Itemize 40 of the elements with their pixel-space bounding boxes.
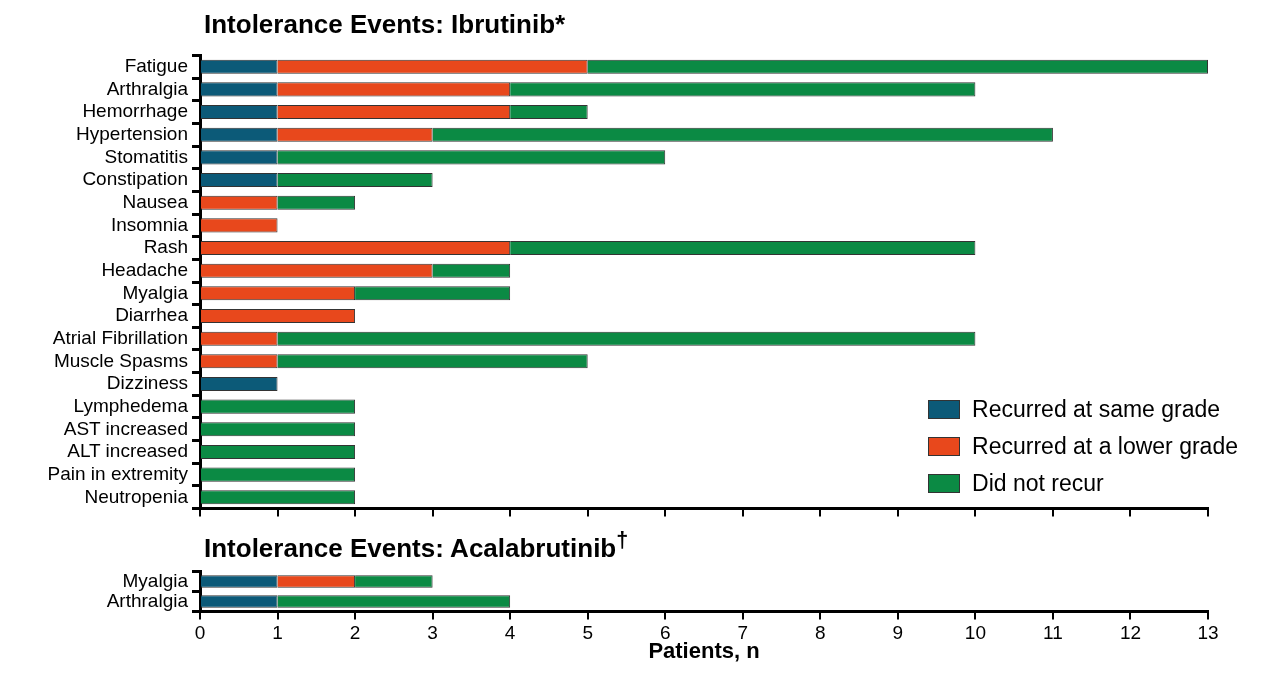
y-tick-label: Fatigue [124, 54, 188, 76]
x-tick-label: 8 [815, 622, 826, 644]
y-tick-label: Hemorrhage [82, 100, 188, 122]
y-tick-label: Atrial Fibrillation [52, 326, 188, 348]
y-tick-label: Neutropenia [84, 485, 189, 507]
y-tick-label: Stomatitis [104, 145, 188, 167]
y-tick-label: ALT increased [67, 440, 188, 462]
y-tick-label: Constipation [82, 168, 188, 190]
y-tick-label: Pain in extremity [47, 462, 189, 484]
x-tick-label: 10 [964, 622, 986, 644]
y-tick-label: Myalgia [122, 281, 189, 303]
x-tick-label: 0 [194, 622, 206, 644]
y-tick-label: Dizziness [106, 372, 188, 394]
legend-label: Recurred at same grade [972, 396, 1221, 423]
y-tick-label: Nausea [122, 190, 189, 212]
x-tick-label: 11 [1043, 622, 1063, 644]
x-tick-label: 13 [1197, 622, 1219, 644]
x-tick-label: 7 [737, 622, 749, 644]
chart-title: Intolerance Events: Acalabrutinib$^{†}$ [204, 526, 630, 563]
y-tick-label: Diarrhea [115, 304, 189, 326]
x-tick-label: 12 [1119, 622, 1142, 644]
chart-title: Intolerance Events: Ibrutinib* [204, 8, 567, 40]
y-tick-label: AST increased [63, 417, 188, 439]
x-tick-label: 1 [272, 622, 283, 644]
x-tick-label: 5 [582, 622, 593, 644]
y-tick-label: Hypertension [76, 122, 188, 144]
legend-label: Did not recur [972, 470, 1104, 497]
y-tick-label: Muscle Spasms [53, 349, 188, 371]
y-tick-label: Rash [143, 236, 188, 258]
x-tick-label: 3 [427, 622, 438, 644]
y-tick-label: Myalgia [122, 569, 189, 591]
y-tick-label: Arthralgia [106, 77, 189, 99]
legend-label: Recurred at a lower grade [972, 433, 1238, 460]
x-tick-label: 6 [659, 622, 671, 644]
y-tick-label: Insomnia [110, 213, 189, 235]
x-tick-label: 2 [349, 622, 361, 644]
x-tick-label: 4 [504, 622, 516, 644]
y-tick-label: Headache [101, 258, 188, 280]
x-tick-label: 9 [892, 622, 904, 644]
y-tick-label: Lymphedema [73, 394, 189, 416]
